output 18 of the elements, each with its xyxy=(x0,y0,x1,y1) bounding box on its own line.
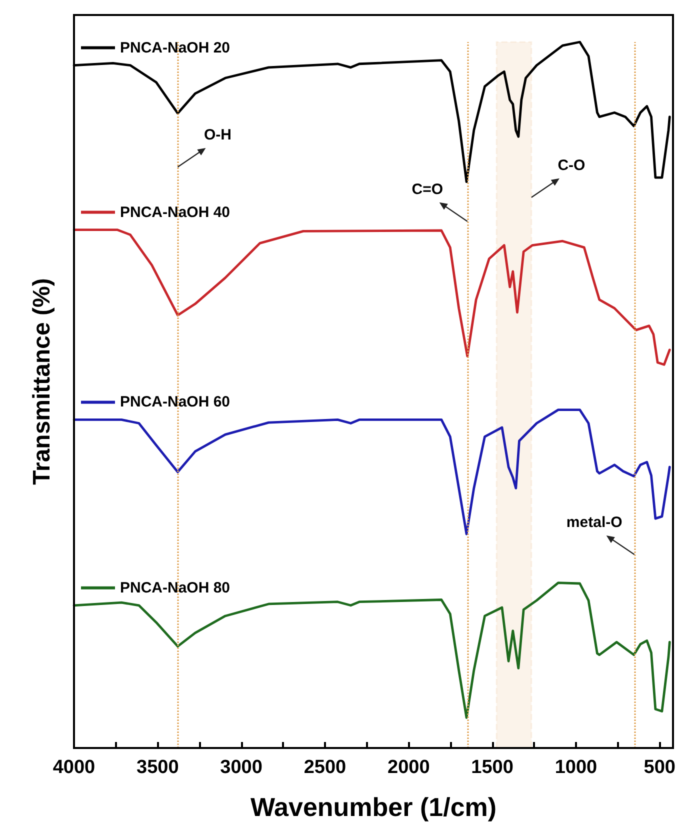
annotation: C=O xyxy=(412,180,444,198)
x-tick-label: 1000 xyxy=(554,757,598,778)
x-tick-label: 2500 xyxy=(304,757,346,778)
annotation: O-H xyxy=(204,126,232,144)
annotation: metal-O xyxy=(566,514,623,532)
x-tick-label: 2000 xyxy=(387,757,430,778)
legend-label: PNCA-NaOH 60 xyxy=(120,394,230,411)
annotation: C-O xyxy=(558,156,586,174)
x-tick-label: 3500 xyxy=(136,757,179,778)
x-tick-label: 3000 xyxy=(220,757,262,778)
y-axis-title: Transmittance (%) xyxy=(28,278,56,485)
x-tick-label: 1500 xyxy=(471,757,514,778)
x-axis-title: Wavenumber (1/cm) xyxy=(250,792,497,822)
x-tick-label: 4000 xyxy=(52,757,96,778)
x-tick-label: 500 xyxy=(644,757,676,778)
legend-label: PNCA-NaOH 40 xyxy=(120,204,230,221)
legend-label: PNCA-NaOH 20 xyxy=(120,39,230,56)
legend-label: PNCA-NaOH 80 xyxy=(120,579,230,596)
